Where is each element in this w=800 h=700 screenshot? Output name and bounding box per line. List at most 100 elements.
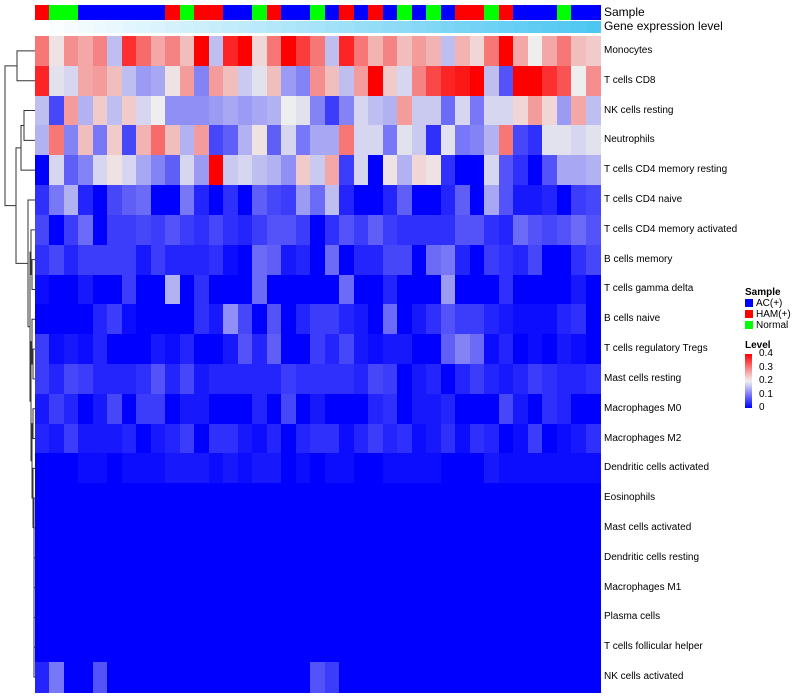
heatmap-cell (194, 393, 210, 425)
heatmap-cell (63, 65, 80, 97)
heatmap-cell (368, 155, 384, 186)
heatmap-cell (49, 423, 65, 455)
gene-annotation-cell (165, 21, 181, 33)
heatmap-cell (281, 632, 297, 663)
heatmap-cell (469, 483, 485, 514)
heatmap-cell (542, 36, 558, 67)
heatmap-cell (353, 483, 369, 514)
heatmap-cell (484, 304, 500, 335)
sample-annotation-cell (310, 5, 326, 20)
heatmap-cell (484, 572, 500, 604)
heatmap-cell (136, 334, 152, 365)
heatmap-cell (223, 155, 239, 186)
heatmap-cell (585, 364, 601, 395)
heatmap-cell (49, 185, 65, 216)
heatmap-cell (92, 185, 109, 216)
heatmap-cell (556, 632, 572, 663)
heatmap-cell (35, 304, 51, 335)
gene-annotation-cell (150, 21, 166, 33)
heatmap-cell (353, 36, 369, 67)
heatmap-cell (252, 155, 268, 186)
heatmap-cell (121, 185, 137, 216)
heatmap-cell (223, 304, 239, 335)
heatmap-cell (571, 95, 587, 127)
sample-annotation-cell (266, 5, 282, 20)
gene-annotation-cell (397, 21, 413, 33)
heatmap-cell (484, 662, 500, 693)
heatmap-cell (165, 513, 181, 544)
heatmap-cell (397, 572, 413, 604)
heatmap-cell (411, 662, 427, 693)
heatmap-cell (295, 632, 311, 663)
heatmap-cell (353, 125, 369, 156)
heatmap-cell (92, 244, 109, 276)
heatmap-cell (368, 572, 384, 604)
heatmap-cell (150, 632, 166, 663)
heatmap-cell (92, 602, 109, 633)
heatmap-cell (237, 274, 253, 305)
heatmap-cell (266, 36, 282, 67)
heatmap-cell (150, 214, 166, 246)
heatmap-cell (324, 155, 340, 186)
heatmap-cell (208, 36, 224, 67)
heatmap-cell (223, 602, 239, 633)
heatmap-cell (498, 304, 514, 335)
heatmap-cell (469, 214, 485, 246)
sample-annotation-cell (252, 5, 268, 20)
heatmap-cell (368, 334, 384, 365)
heatmap-cell (411, 95, 427, 127)
sample-annotation-cell (281, 5, 297, 20)
heatmap-cell (513, 393, 529, 425)
heatmap-cell (382, 423, 398, 455)
row-label: T cells regulatory Tregs (604, 343, 708, 355)
heatmap-cell (571, 36, 587, 67)
heatmap-cell (150, 483, 166, 514)
heatmap-cell (223, 632, 239, 663)
row-label: NK cells resting (604, 104, 674, 116)
gene-annotation-cell (440, 21, 456, 33)
gene-annotation-cell (310, 21, 326, 33)
heatmap-cell (136, 423, 152, 455)
heatmap-cell (411, 602, 427, 633)
heatmap-cell (63, 572, 80, 604)
heatmap-cell (63, 274, 80, 305)
heatmap-cell (63, 36, 80, 67)
heatmap-cell (469, 453, 485, 484)
gene-annotation-cell (484, 21, 500, 33)
heatmap-cell (542, 632, 558, 663)
sample-annotation-cell (136, 5, 152, 20)
heatmap-cell (310, 602, 326, 633)
heatmap-cell (107, 602, 123, 633)
heatmap-cell (440, 65, 456, 97)
heatmap-cell (194, 155, 210, 186)
heatmap-cell (484, 513, 500, 544)
heatmap-cell (498, 244, 514, 276)
heatmap-cell (397, 453, 413, 484)
heatmap-cell (440, 244, 456, 276)
heatmap-cell (455, 244, 471, 276)
heatmap-cell (92, 572, 109, 604)
heatmap-cell (513, 274, 529, 305)
heatmap-cell (585, 304, 601, 335)
heatmap-cell (63, 602, 80, 633)
heatmap-cell (542, 602, 558, 633)
heatmap-cell (484, 483, 500, 514)
heatmap-cell (556, 214, 572, 246)
heatmap-cell (455, 334, 471, 365)
heatmap-cell (542, 65, 558, 97)
heatmap-cell (266, 185, 282, 216)
heatmap-cell (223, 214, 239, 246)
heatmap-cell (194, 185, 210, 216)
heatmap-cell (63, 304, 80, 335)
heatmap-cell (107, 274, 123, 305)
heatmap-cell (527, 393, 543, 425)
heatmap-cell (252, 95, 268, 127)
heatmap-cell (353, 364, 369, 395)
heatmap-cell (165, 214, 181, 246)
heatmap-cell (63, 125, 80, 156)
heatmap-cell (310, 513, 326, 544)
heatmap-cell (208, 572, 224, 604)
heatmap-cell (78, 662, 94, 693)
heatmap-cell (498, 364, 514, 395)
heatmap-cell (136, 572, 152, 604)
